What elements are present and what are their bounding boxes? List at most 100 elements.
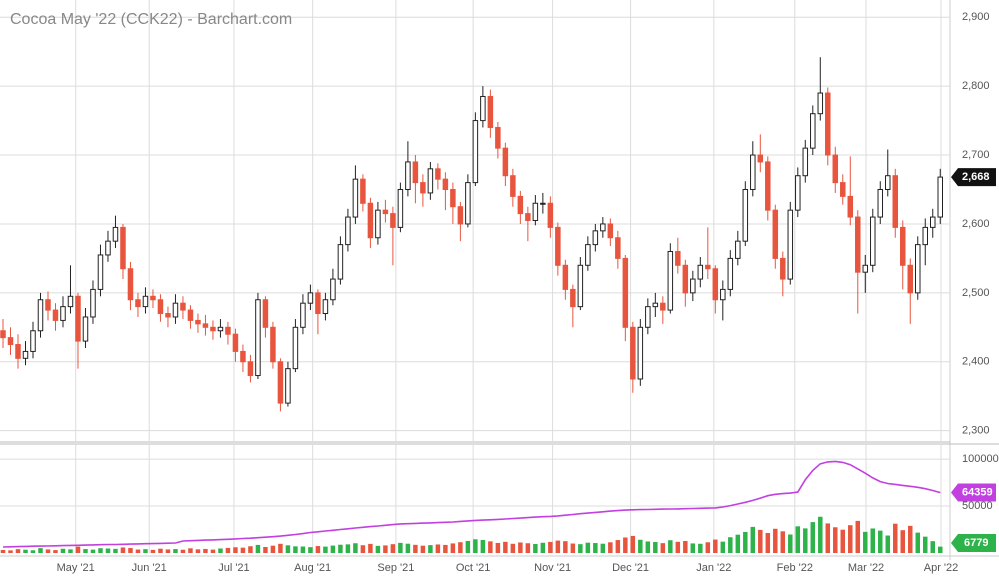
volume-bar (825, 523, 831, 553)
candle-body (817, 92, 824, 115)
candle-body (7, 337, 14, 346)
volume-bar (848, 525, 853, 553)
volume-bar (488, 541, 493, 553)
candle-body (367, 202, 374, 239)
candle-body (165, 313, 171, 318)
volume-bar (390, 544, 396, 553)
candle-body (540, 202, 546, 205)
volume-bar (345, 544, 351, 553)
volume-bar (653, 542, 658, 553)
candle-body (90, 288, 96, 318)
x-tick-label: Feb '22 (777, 562, 813, 574)
volume-bar (398, 542, 403, 553)
volume-bar (338, 544, 343, 553)
volume-bar (360, 545, 366, 553)
candle-body (720, 288, 726, 301)
candle-body (105, 240, 111, 256)
volume-bar (240, 547, 246, 553)
volume-bar (818, 516, 823, 553)
candle-body (157, 299, 164, 315)
candle-body (570, 288, 576, 308)
marks (0, 57, 944, 553)
candle-body (67, 295, 74, 308)
candle-body (405, 161, 411, 190)
volume-bar (615, 540, 621, 553)
last-price-box (951, 168, 996, 187)
volume-box (951, 534, 996, 552)
open-interest-line (2, 460, 941, 548)
candle-body (322, 299, 329, 315)
candle-body (187, 309, 194, 321)
candle-body (495, 126, 501, 149)
candle-body (697, 264, 704, 280)
candle-body (532, 202, 539, 221)
volume-bar (278, 543, 283, 553)
y-tick-label: 2,500 (962, 287, 990, 299)
volume-bar (623, 537, 628, 553)
candle-body (630, 326, 636, 380)
volume-bar (195, 549, 201, 553)
last-price-label: 2,668 (962, 171, 990, 183)
candle-body (907, 264, 914, 294)
volume-bar (473, 539, 478, 553)
open-interest-label: 64359 (962, 486, 993, 498)
candle-body (382, 209, 389, 215)
candle-body (442, 178, 449, 190)
volume-bar (458, 542, 463, 553)
candle-body (667, 251, 674, 311)
candle-body (285, 368, 291, 404)
volume-bar (368, 543, 373, 553)
candle-body (600, 223, 606, 232)
candle-body (855, 216, 861, 273)
volume-bar (405, 543, 411, 553)
x-tick-label: Jul '21 (218, 562, 249, 574)
volume-bar (38, 548, 43, 553)
volume-bar (255, 544, 261, 553)
x-tick-label: Aug '21 (294, 562, 331, 574)
candle-body (0, 330, 6, 339)
volume-bar (765, 532, 771, 553)
volume-bar (878, 530, 883, 553)
candle-body (615, 237, 621, 259)
volume-bar (443, 544, 448, 553)
candle-body (810, 113, 816, 149)
volume-bar (315, 546, 321, 553)
candle-body (127, 268, 134, 301)
volume-bar (23, 549, 28, 553)
volume-bar (930, 541, 936, 553)
candle-body (15, 344, 21, 359)
candle-body (727, 257, 734, 290)
y-tick-label: 2,700 (962, 149, 990, 161)
candle-body (502, 147, 509, 177)
volume-bar (60, 548, 66, 553)
volume-bar (705, 542, 711, 553)
volume-bar (75, 546, 81, 553)
candle-body (915, 244, 921, 294)
volume-bar (518, 542, 523, 553)
candle-body (292, 326, 299, 370)
candle-body (457, 206, 464, 225)
candle-body (645, 306, 651, 328)
volume-bar (180, 549, 186, 553)
volume-bar (188, 548, 193, 553)
candle-body (210, 326, 216, 332)
candle-body (37, 299, 44, 332)
volume-bar (300, 546, 306, 553)
candle-body (637, 326, 644, 380)
candle-body (757, 154, 764, 163)
volume-bar (810, 522, 816, 553)
candle-body (337, 244, 344, 280)
volume-bar (893, 523, 898, 553)
candle-body (652, 302, 659, 308)
candle-body (75, 295, 81, 342)
volume-bar (908, 525, 913, 553)
volume-bar (885, 535, 891, 553)
volume-bar (218, 548, 223, 553)
candle-body (840, 182, 846, 197)
volume-bar (383, 545, 388, 553)
volume-bar (270, 545, 276, 553)
volume-bar (570, 543, 576, 553)
candle-body (217, 326, 224, 332)
candle-body (330, 278, 336, 301)
